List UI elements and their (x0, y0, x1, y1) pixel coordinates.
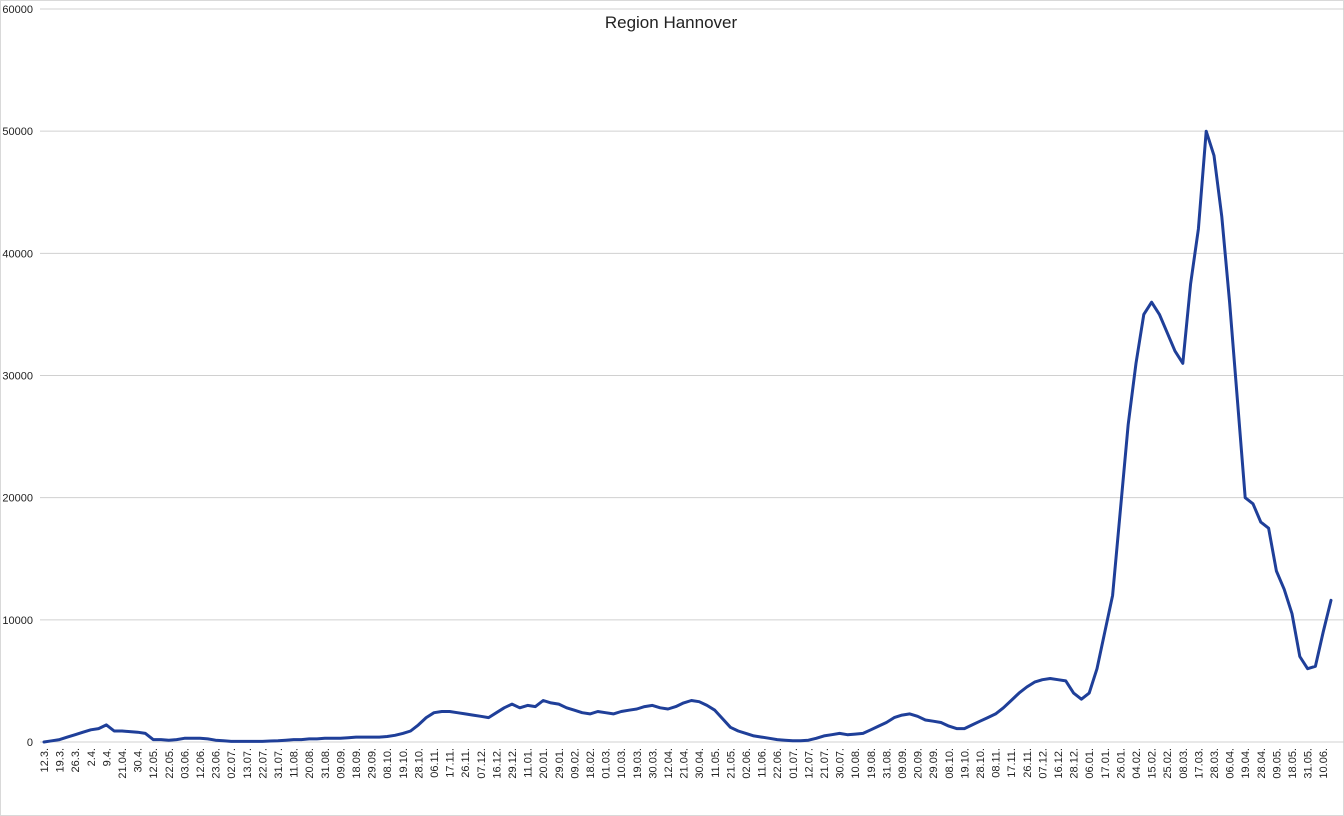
y-tick-label: 20000 (2, 493, 33, 505)
x-tick-label: 06.01. (1084, 748, 1096, 779)
x-tick-label: 09.05. (1271, 748, 1283, 779)
x-tick-label: 26.01. (1115, 748, 1127, 779)
x-tick-label: 19.08. (866, 748, 878, 779)
x-tick-label: 08.11. (991, 748, 1003, 778)
x-tick-label: 28.04. (1256, 748, 1268, 779)
x-tick-label: 09.09. (897, 748, 909, 779)
x-tick-label: 31.07. (273, 748, 285, 779)
x-tick-label: 26.11. (460, 748, 472, 778)
x-tick-label: 12.07. (803, 748, 815, 779)
x-tick-label: 19.03. (632, 748, 644, 779)
x-tick-label: 23.06. (211, 748, 223, 779)
x-tick-label: 20.08. (304, 748, 316, 779)
x-tick-label: 22.07. (257, 748, 269, 779)
x-tick-label: 9.4. (101, 748, 113, 766)
x-tick-label: 04.02. (1131, 748, 1143, 779)
x-tick-label: 12.04. (663, 748, 675, 779)
x-tick-label: 01.07. (788, 748, 800, 779)
x-tick-label: 22.05. (164, 748, 176, 779)
x-tick-label: 29.09. (367, 748, 379, 779)
line-series (42, 129, 1333, 744)
x-tick-label: 02.06. (741, 748, 753, 779)
y-tick-label: 0 (27, 737, 33, 749)
x-tick-label: 09.02. (569, 748, 581, 779)
y-tick-label: 50000 (2, 126, 33, 138)
x-tick-label: 31.08. (881, 748, 893, 779)
x-tick-label: 30.4. (133, 748, 145, 772)
x-tick-label: 17.03. (1193, 748, 1205, 779)
x-tick-label: 03.06. (179, 748, 191, 779)
x-tick-label: 11.06. (757, 748, 769, 778)
y-tick-label: 10000 (2, 615, 33, 627)
x-tick-label: 19.3. (55, 748, 67, 772)
x-tick-label: 11.08. (289, 748, 301, 778)
x-tick-label: 18.05. (1287, 748, 1299, 779)
x-tick-label: 16.12. (1053, 748, 1065, 779)
x-tick-label: 21.05. (725, 748, 737, 779)
x-tick-label: 09.09. (335, 748, 347, 779)
y-tick-label: 40000 (2, 248, 33, 260)
x-tick-label: 28.10. (413, 748, 425, 779)
x-tick-label: 08.10. (382, 748, 394, 779)
x-tick-label: 16.12. (491, 748, 503, 779)
x-tick-label: 28.12. (1069, 748, 1081, 779)
x-tick-label: 13.07. (242, 748, 254, 779)
x-tick-label: 11.01. (523, 748, 535, 778)
x-tick-label: 31.05. (1303, 748, 1315, 779)
x-tick-label: 21.07. (819, 748, 831, 779)
x-tick-label: 10.03. (616, 748, 628, 779)
x-tick-label: 20.09. (913, 748, 925, 779)
x-tick-label: 17.11. (1006, 748, 1018, 778)
x-tick-label: 31.08. (320, 748, 332, 779)
x-tick-label: 30.03. (647, 748, 659, 779)
x-tick-label: 26.11. (1022, 748, 1034, 778)
y-tick-label: 60000 (2, 4, 33, 16)
x-tick-label: 06.11. (429, 748, 441, 778)
x-tick-label: 12.3. (39, 748, 51, 772)
x-tick-label: 25.02. (1162, 748, 1174, 779)
x-tick-label: 2.4. (86, 748, 98, 766)
x-tick-label: 30.04. (694, 748, 706, 779)
x-tick-label: 29.12. (507, 748, 519, 779)
x-tick-label: 18.02. (585, 748, 597, 779)
x-tick-label: 19.10. (398, 748, 410, 779)
x-tick-label: 28.10. (975, 748, 987, 779)
x-tick-label: 07.12. (476, 748, 488, 779)
x-tick-label: 22.06. (772, 748, 784, 779)
x-tick-label: 01.03. (601, 748, 613, 779)
x-tick-label: 10.06. (1318, 748, 1330, 779)
x-tick-label: 11.05. (710, 748, 722, 778)
x-tick-label: 12.06. (195, 748, 207, 779)
x-tick-label: 29.09. (928, 748, 940, 779)
x-tick-label: 20.01. (538, 748, 550, 779)
x-tick-label: 29.01. (554, 748, 566, 779)
x-tick-label: 17.01. (1100, 748, 1112, 779)
x-tick-label: 28.03. (1209, 748, 1221, 779)
x-tick-label: 21.04. (679, 748, 691, 779)
y-tick-label: 30000 (2, 371, 33, 383)
x-tick-label: 10.08. (850, 748, 862, 779)
x-tick-label: 26.3. (70, 748, 82, 772)
x-tick-label: 19.10. (959, 748, 971, 779)
x-tick-label: 12.05. (148, 748, 160, 779)
x-tick-label: 06.04. (1225, 748, 1237, 779)
x-tick-label: 21.04. (117, 748, 129, 779)
x-tick-label: 19.04. (1240, 748, 1252, 779)
x-tick-label: 15.02. (1147, 748, 1159, 779)
x-tick-label: 30.07. (835, 748, 847, 779)
x-tick-label: 18.09. (351, 748, 363, 779)
chart-title: Region Hannover (605, 13, 738, 32)
x-tick-label: 08.10. (944, 748, 956, 779)
x-tick-label: 02.07. (226, 748, 238, 779)
x-tick-label: 17.11. (445, 748, 457, 778)
x-tick-label: 08.03. (1178, 748, 1190, 779)
x-tick-label: 07.12. (1037, 748, 1049, 779)
